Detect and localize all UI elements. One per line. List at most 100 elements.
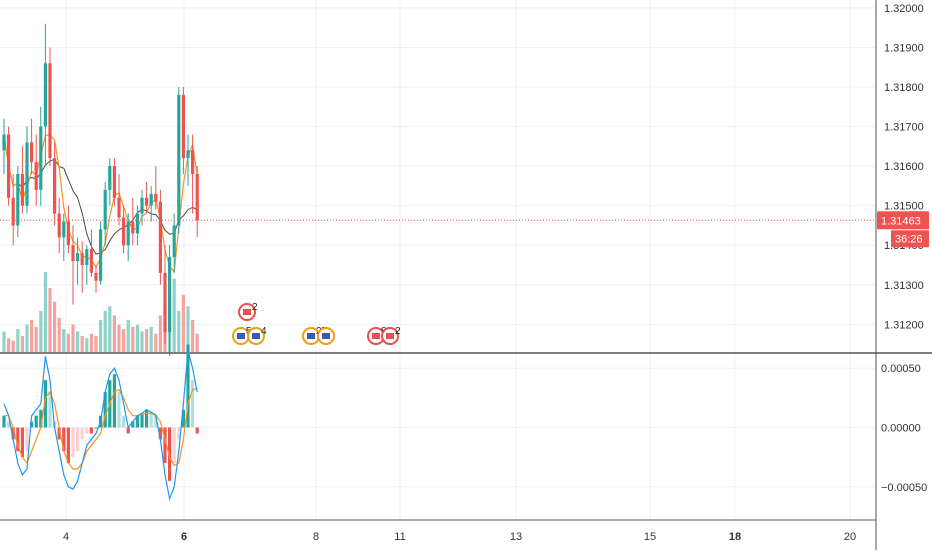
candle-body[interactable]	[2, 134, 6, 151]
candle-body[interactable]	[80, 253, 84, 265]
volume-bar	[126, 320, 130, 352]
macd-histogram-bar	[163, 427, 167, 464]
candle-body[interactable]	[62, 221, 66, 238]
candle-body[interactable]	[71, 245, 75, 262]
macd-histogram-bar	[25, 427, 29, 452]
candle-body[interactable]	[85, 249, 89, 265]
macd-histogram-bar	[7, 421, 11, 428]
macd-histogram-bar	[71, 427, 75, 458]
candle-body[interactable]	[122, 217, 126, 246]
us-flag-event-icon[interactable]	[317, 327, 335, 345]
candle-body[interactable]	[158, 201, 162, 273]
macd-histogram-bar	[94, 427, 98, 429]
time-axis-label: 18	[729, 531, 741, 543]
candle-body[interactable]	[181, 94, 185, 159]
volume-bar	[53, 301, 57, 352]
candle-body[interactable]	[154, 193, 158, 202]
candle-body[interactable]	[135, 213, 139, 234]
volume-bar	[25, 324, 29, 352]
candle-body[interactable]	[7, 134, 11, 198]
candle-body[interactable]	[34, 162, 38, 190]
volume-bar	[66, 333, 70, 352]
candle-body[interactable]	[53, 158, 57, 214]
macd-histogram-bar	[30, 421, 34, 428]
candle-body[interactable]	[20, 174, 24, 206]
macd-histogram-bar	[149, 412, 153, 428]
macd-histogram-bar	[186, 344, 190, 428]
macd-histogram-bar	[172, 427, 176, 464]
candle-body[interactable]	[39, 126, 43, 190]
macd-histogram-bar	[76, 427, 80, 452]
time-axis-label: 15	[644, 531, 656, 543]
volume-bar	[149, 326, 153, 352]
candle-body[interactable]	[16, 174, 20, 226]
volume-bar	[99, 320, 103, 352]
volume-bar	[158, 315, 162, 352]
candle-body[interactable]	[195, 174, 199, 221]
macd-histogram-bar	[131, 421, 135, 428]
volume-bar	[2, 331, 6, 352]
macd-histogram-bar	[66, 427, 70, 464]
canada-flag-event-icon[interactable]: 2	[381, 326, 401, 345]
candle-body[interactable]	[131, 221, 135, 234]
countdown-badge	[891, 230, 929, 248]
price-tick-label: 1.31900	[884, 42, 924, 54]
candle-body[interactable]	[30, 142, 34, 163]
canada-flag-event-icon[interactable]: 2	[238, 302, 258, 321]
candle-body[interactable]	[66, 221, 70, 246]
macd-histogram-bar	[85, 427, 89, 434]
volume-bar	[140, 331, 144, 352]
price-tick-label: 1.31800	[884, 82, 924, 94]
candle-body[interactable]	[112, 166, 116, 198]
candle-body[interactable]	[103, 189, 107, 230]
candle-body[interactable]	[126, 221, 130, 246]
candle-body[interactable]	[140, 197, 144, 214]
macd-tick-label: 0.00000	[881, 423, 921, 435]
price-tick-label: 1.31500	[884, 201, 924, 213]
candle-body[interactable]	[168, 257, 172, 333]
candle-body[interactable]	[177, 94, 181, 226]
candle-body[interactable]	[76, 253, 80, 262]
volume-bar	[172, 278, 176, 352]
candle-body[interactable]	[94, 272, 98, 281]
us-flag-event-icon[interactable]: 4	[247, 326, 267, 345]
volume-bar	[112, 315, 116, 352]
flag-glyph	[243, 309, 251, 315]
volume-bar	[186, 306, 190, 352]
candle-body[interactable]	[11, 197, 15, 226]
candle-body[interactable]	[108, 166, 112, 190]
volume-bar	[76, 331, 80, 352]
candle-body[interactable]	[43, 63, 47, 127]
macd-histogram-bar	[145, 409, 149, 428]
candle-body[interactable]	[149, 193, 153, 206]
macd-histogram-bar	[16, 427, 20, 452]
volume-bar	[154, 333, 158, 352]
candle-body[interactable]	[99, 229, 103, 281]
candle-body[interactable]	[117, 197, 121, 218]
volume-bar	[108, 306, 112, 352]
candle-body[interactable]	[48, 63, 52, 159]
candle-body[interactable]	[172, 225, 176, 258]
volume-bar	[71, 324, 75, 352]
volume-bar	[20, 336, 24, 352]
macd-histogram-bar	[80, 427, 84, 440]
candle-body[interactable]	[186, 150, 190, 159]
candle-body[interactable]	[57, 213, 61, 238]
volume-bar	[30, 320, 34, 352]
macd-histogram-bar	[34, 415, 38, 428]
macd-histogram-bar	[195, 427, 199, 434]
candle-body[interactable]	[145, 197, 149, 206]
macd-signal-line	[4, 387, 198, 470]
volume-bar	[94, 336, 98, 352]
volume-bar	[11, 340, 15, 352]
candle-body[interactable]	[89, 249, 93, 273]
price-tick-label: 1.31300	[884, 280, 924, 292]
candle-body[interactable]	[25, 142, 29, 206]
price-tick-label: 1.31600	[884, 161, 924, 173]
macd-histogram-bar	[43, 380, 47, 428]
candle-body[interactable]	[191, 150, 195, 175]
candle-body[interactable]	[163, 272, 167, 333]
event-count-label: 4	[261, 326, 267, 337]
